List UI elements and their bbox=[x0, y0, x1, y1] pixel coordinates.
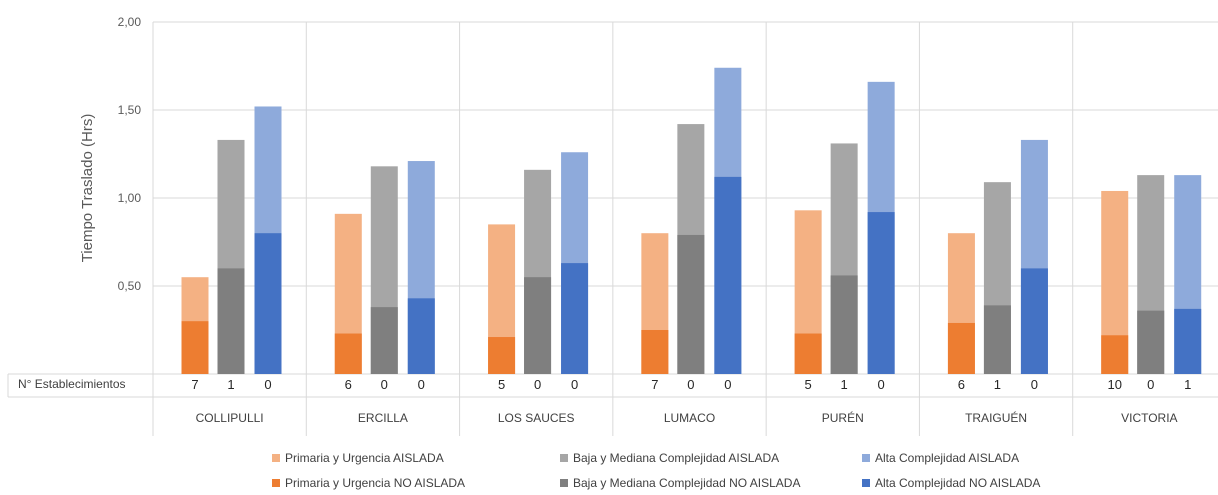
establecimientos-count: 0 bbox=[381, 377, 388, 392]
y-axis-label: Tiempo Traslado (Hrs) bbox=[79, 114, 96, 263]
bar-no-aislada bbox=[867, 212, 895, 374]
bar-no-aislada bbox=[488, 337, 516, 374]
establecimientos-count: 0 bbox=[1031, 377, 1038, 392]
legend-label: Alta Complejidad NO AISLADA bbox=[875, 476, 1040, 490]
establecimientos-count: 6 bbox=[345, 377, 352, 392]
legend-label: Baja y Mediana Complejidad NO AISLADA bbox=[573, 476, 800, 490]
bar-no-aislada bbox=[370, 307, 398, 374]
y-tick-label: 0,50 bbox=[118, 279, 142, 293]
establecimientos-count: 0 bbox=[878, 377, 885, 392]
bar-no-aislada bbox=[1174, 308, 1202, 374]
bar-no-aislada bbox=[561, 263, 589, 374]
y-tick-label: 1,50 bbox=[118, 103, 142, 117]
establecimientos-count: 0 bbox=[264, 377, 271, 392]
establecimientos-count: 0 bbox=[571, 377, 578, 392]
bar-no-aislada bbox=[1101, 335, 1129, 374]
table-row-label: N° Establecimientos bbox=[18, 377, 126, 391]
legend-label: Primaria y Urgencia AISLADA bbox=[285, 451, 444, 465]
bar-no-aislada bbox=[677, 234, 705, 374]
axis-layer: Tiempo Traslado (Hrs) 2,00 1,50 1,00 0,50 CO… bbox=[79, 15, 1178, 425]
x-category-label: LUMACO bbox=[664, 411, 715, 425]
x-category-label: TRAIGUÉN bbox=[965, 410, 1027, 425]
establecimientos-count: 7 bbox=[651, 377, 658, 392]
legend-label: Baja y Mediana Complejidad AISLADA bbox=[573, 451, 779, 465]
legend-swatch bbox=[272, 454, 280, 462]
establecimientos-count: 0 bbox=[534, 377, 541, 392]
establecimientos-count: 5 bbox=[498, 377, 505, 392]
establecimientos-count: 5 bbox=[805, 377, 812, 392]
legend-label: Primaria y Urgencia NO AISLADA bbox=[285, 476, 465, 490]
legend-swatch bbox=[560, 479, 568, 487]
data-table: N° Establecimientos 7 1 0 6 0 0 5 0 0 7 0 0 5 1 0 6 1 0 10… bbox=[18, 377, 1191, 392]
legend-swatch bbox=[272, 479, 280, 487]
x-category-label: ERCILLA bbox=[358, 411, 408, 425]
bar-no-aislada bbox=[217, 268, 245, 374]
establecimientos-count: 1 bbox=[227, 377, 234, 392]
establecimientos-count: 1 bbox=[1184, 377, 1191, 392]
bar-no-aislada bbox=[983, 305, 1011, 374]
x-category-label: COLLIPULLI bbox=[196, 411, 264, 425]
establecimientos-count: 1 bbox=[841, 377, 848, 392]
establecimientos-count: 7 bbox=[191, 377, 198, 392]
bar-no-aislada bbox=[830, 275, 858, 374]
bar-no-aislada bbox=[254, 233, 282, 374]
legend-swatch bbox=[862, 454, 870, 462]
establecimientos-count: 0 bbox=[724, 377, 731, 392]
bar-no-aislada bbox=[181, 321, 209, 374]
x-category-label: PURÉN bbox=[822, 410, 864, 425]
bar-no-aislada bbox=[1137, 310, 1165, 374]
bars-layer bbox=[181, 67, 1202, 374]
grid-layer bbox=[7, 21, 1218, 436]
y-tick-label: 2,00 bbox=[118, 15, 142, 29]
bar-no-aislada bbox=[334, 333, 362, 374]
legend-swatch bbox=[560, 454, 568, 462]
bar-no-aislada bbox=[407, 298, 435, 374]
x-category-label: VICTORIA bbox=[1121, 411, 1177, 425]
legend-swatch bbox=[862, 479, 870, 487]
x-category-label: LOS SAUCES bbox=[498, 411, 575, 425]
bar-no-aislada bbox=[794, 333, 822, 374]
bar-no-aislada bbox=[1020, 268, 1048, 374]
establecimientos-count: 0 bbox=[1147, 377, 1154, 392]
bar-no-aislada bbox=[524, 277, 552, 374]
legend-label: Alta Complejidad AISLADA bbox=[875, 451, 1019, 465]
establecimientos-count: 10 bbox=[1107, 377, 1121, 392]
establecimientos-count: 0 bbox=[687, 377, 694, 392]
bar-no-aislada bbox=[714, 176, 742, 374]
y-tick-label: 1,00 bbox=[118, 191, 142, 205]
bar-no-aislada bbox=[641, 330, 669, 374]
bar-no-aislada bbox=[947, 322, 975, 374]
legend: Primaria y Urgencia AISLADA Baja y Median… bbox=[272, 451, 1040, 490]
establecimientos-count: 6 bbox=[958, 377, 965, 392]
establecimientos-count: 1 bbox=[994, 377, 1001, 392]
establecimientos-count: 0 bbox=[418, 377, 425, 392]
